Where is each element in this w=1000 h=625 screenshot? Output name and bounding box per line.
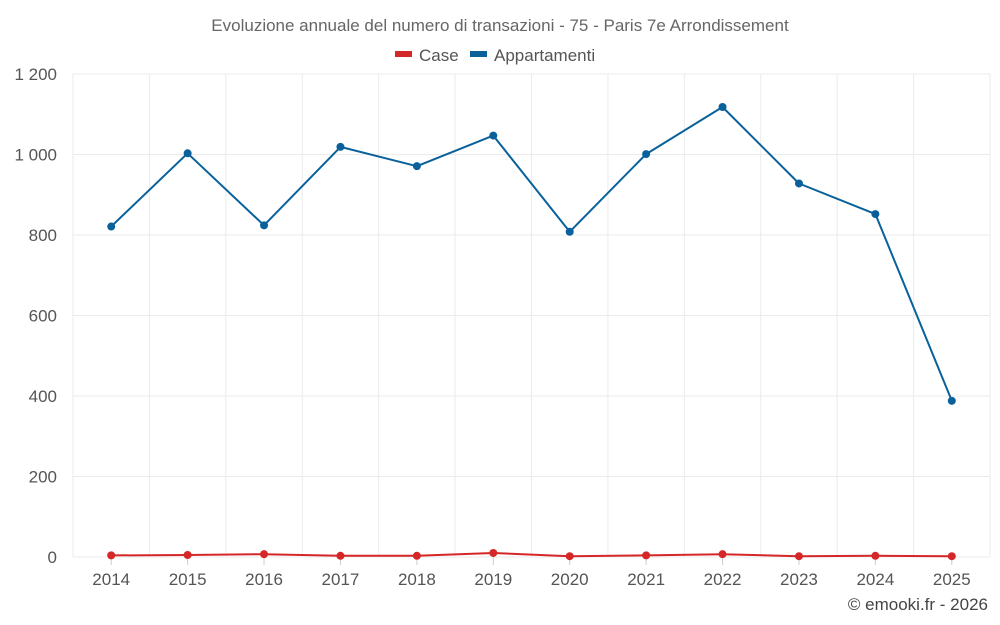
x-tick-label: 2019 <box>474 570 512 589</box>
y-tick-label: 600 <box>29 307 57 326</box>
data-point-appartamenti[interactable] <box>565 227 574 236</box>
chart-title: Evoluzione annuale del numero di transaz… <box>211 16 789 35</box>
data-point-appartamenti[interactable] <box>260 221 269 230</box>
y-tick-label: 0 <box>48 548 57 567</box>
x-tick-label: 2020 <box>551 570 589 589</box>
data-point-appartamenti[interactable] <box>871 210 880 219</box>
y-tick-label: 800 <box>29 226 57 245</box>
x-axis: 2014 2015 2016 2017 2018 2019 2020 2021 2022 2023… <box>92 557 971 589</box>
x-tick-label: 2016 <box>245 570 283 589</box>
x-tick-label: 2025 <box>933 570 971 589</box>
data-point-case[interactable] <box>489 548 498 557</box>
data-point-case[interactable] <box>871 551 880 560</box>
legend-swatch-appartamenti <box>470 51 487 57</box>
series-line-appartamenti <box>110 106 953 402</box>
x-tick-label: 2017 <box>322 570 360 589</box>
data-point-appartamenti[interactable] <box>183 149 192 158</box>
data-point-case[interactable] <box>260 550 269 559</box>
data-point-case[interactable] <box>107 551 116 560</box>
data-point-case[interactable] <box>642 551 651 560</box>
x-tick-label: 2021 <box>627 570 665 589</box>
legend: Case Appartamenti <box>395 46 595 65</box>
y-tick-label: 200 <box>29 468 57 487</box>
x-tick-label: 2014 <box>92 570 130 589</box>
series-layer <box>107 103 956 561</box>
y-axis: 0 200 400 600 800 1 000 1 200 <box>14 65 57 567</box>
data-point-case[interactable] <box>718 550 727 559</box>
series-case <box>107 548 956 561</box>
legend-swatch-case <box>395 51 412 57</box>
data-point-appartamenti[interactable] <box>489 131 498 140</box>
x-tick-label: 2024 <box>856 570 894 589</box>
x-tick-label: 2022 <box>704 570 742 589</box>
x-tick-label: 2018 <box>398 570 436 589</box>
data-point-appartamenti[interactable] <box>107 222 116 231</box>
x-tick-label: 2023 <box>780 570 818 589</box>
series-appartamenti <box>107 103 956 405</box>
data-point-appartamenti[interactable] <box>947 396 956 405</box>
data-point-case[interactable] <box>412 551 421 560</box>
legend-label-appartamenti[interactable]: Appartamenti <box>494 46 595 65</box>
credit-text: © emooki.fr - 2026 <box>848 595 988 614</box>
data-point-appartamenti[interactable] <box>412 162 421 171</box>
data-point-case[interactable] <box>565 552 574 561</box>
y-tick-label: 1 200 <box>14 65 57 84</box>
legend-label-case[interactable]: Case <box>419 46 459 65</box>
gridlines <box>72 73 991 558</box>
series-line-case <box>111 552 952 558</box>
y-tick-label: 400 <box>29 387 57 406</box>
data-point-appartamenti[interactable] <box>642 150 651 159</box>
data-point-case[interactable] <box>183 550 192 559</box>
data-point-appartamenti[interactable] <box>794 179 803 188</box>
x-tick-label: 2015 <box>169 570 207 589</box>
data-point-case[interactable] <box>336 551 345 560</box>
data-point-case[interactable] <box>947 552 956 561</box>
data-point-case[interactable] <box>794 552 803 561</box>
data-point-appartamenti[interactable] <box>718 103 727 112</box>
y-tick-label: 1 000 <box>14 146 57 165</box>
data-point-appartamenti[interactable] <box>336 142 345 151</box>
